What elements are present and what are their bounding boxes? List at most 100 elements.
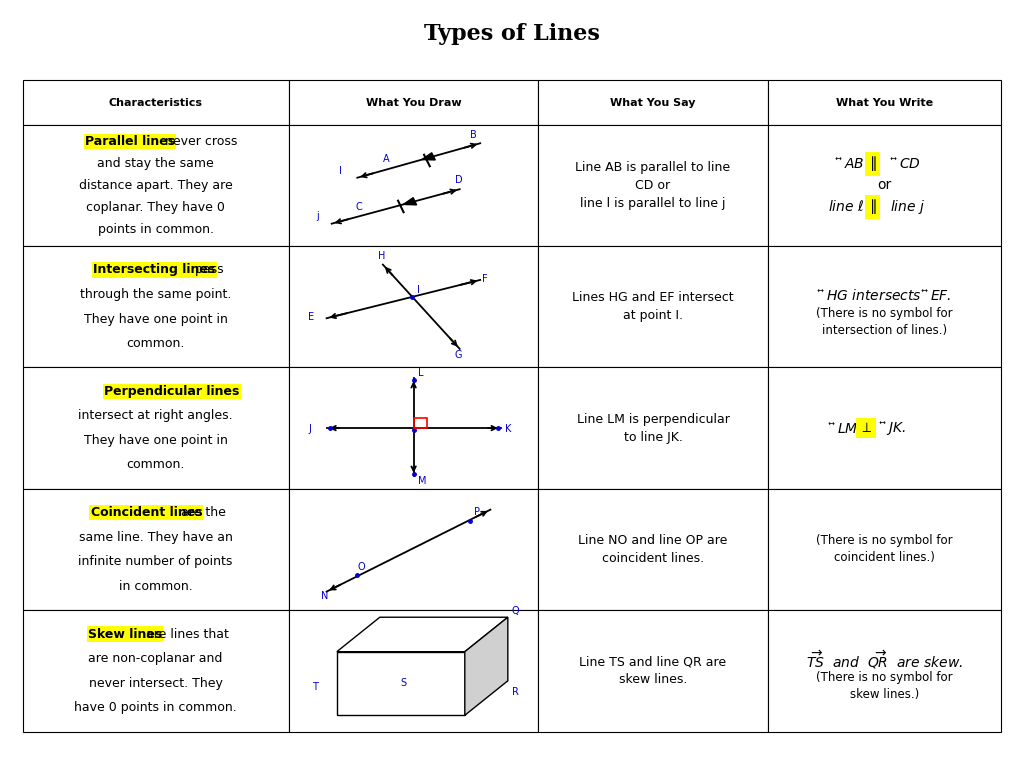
Bar [539,368,768,489]
Text: They have one point in: They have one point in [84,313,227,326]
Bar [289,125,539,246]
Text: are the: are the [177,506,226,519]
Polygon shape [465,617,508,715]
Text: S: S [400,679,407,689]
Text: common.: common. [127,458,185,471]
Bar [768,80,1001,125]
Text: Line NO and line OP are
coincident lines.: Line NO and line OP are coincident lines… [579,534,728,565]
Text: $\overleftrightarrow{HG}$ intersects $\overleftrightarrow{EF}$.: $\overleftrightarrow{HG}$ intersects $\o… [817,288,951,303]
Text: $\overrightarrow{TS}$  and  $\overrightarrow{QR}$  are skew.: $\overrightarrow{TS}$ and $\overrightarr… [806,648,964,671]
Text: What You Write: What You Write [836,97,933,107]
Text: Line AB is parallel to line
CD or
line l is parallel to line j: Line AB is parallel to line CD or line l… [575,161,730,210]
Text: They have one point in: They have one point in [84,434,227,447]
Text: P: P [474,507,480,517]
Text: distance apart. They are: distance apart. They are [79,179,232,192]
Text: j: j [316,211,319,221]
Text: A: A [383,154,389,164]
Text: common.: common. [127,337,185,350]
Bar [768,489,1001,611]
Text: I: I [339,166,342,176]
Text: coplanar. They have 0: coplanar. They have 0 [86,201,225,214]
Bar [414,418,427,428]
Text: What You Say: What You Say [610,97,695,107]
Polygon shape [337,617,508,652]
Text: $\overleftrightarrow{CD}$: $\overleftrightarrow{CD}$ [890,156,921,172]
Text: B: B [470,130,477,140]
Text: through the same point.: through the same point. [80,288,231,301]
Bar [539,80,768,125]
Text: and stay the same: and stay the same [97,157,214,170]
Bar [539,489,768,611]
Text: J: J [308,424,311,434]
Text: $\parallel$: $\parallel$ [867,155,878,173]
Text: $\overleftrightarrow{JK}$.: $\overleftrightarrow{JK}$. [880,419,906,437]
Bar [539,125,768,246]
Text: Intersecting lines: Intersecting lines [93,264,215,277]
Text: never cross: never cross [161,135,238,148]
Text: $\overleftrightarrow{LM}$: $\overleftrightarrow{LM}$ [828,421,859,436]
Polygon shape [337,652,465,715]
Text: Q: Q [512,606,519,616]
Text: N: N [322,591,329,601]
Text: M: M [418,476,426,486]
Text: O: O [357,562,365,572]
Text: Perpendicular lines: Perpendicular lines [104,385,240,398]
Text: G: G [455,349,462,359]
Bar [23,368,289,489]
Bar [23,80,289,125]
Text: Coincident lines: Coincident lines [90,506,202,519]
Text: K: K [505,424,511,434]
Text: Skew lines: Skew lines [88,627,162,640]
Bar [289,368,539,489]
Text: Lines HG and EF intersect
at point I.: Lines HG and EF intersect at point I. [572,291,734,322]
Text: Line LM is perpendicular
to line JK.: Line LM is perpendicular to line JK. [577,413,729,444]
Bar [539,246,768,368]
Text: I: I [418,285,420,295]
Bar [289,611,539,732]
Text: Types of Lines: Types of Lines [424,24,600,45]
Text: (There is no symbol for
skew lines.): (There is no symbol for skew lines.) [816,671,952,701]
Text: have 0 points in common.: have 0 points in common. [75,701,237,714]
Bar [23,611,289,732]
Text: (There is no symbol for
intersection of lines.): (There is no symbol for intersection of … [816,307,952,337]
Bar [289,80,539,125]
Text: are lines that: are lines that [142,627,229,640]
Bar [23,246,289,368]
Bar [768,611,1001,732]
Text: Line TS and line QR are
skew lines.: Line TS and line QR are skew lines. [580,656,727,686]
Bar [23,125,289,246]
Text: in common.: in common. [119,580,193,593]
Bar [768,125,1001,246]
Text: intersect at right angles.: intersect at right angles. [79,409,233,422]
Text: E: E [308,312,314,322]
Text: infinite number of points: infinite number of points [79,555,232,568]
Text: Parallel lines: Parallel lines [85,135,175,148]
Text: are non-coplanar and: are non-coplanar and [88,652,223,665]
Text: What You Draw: What You Draw [366,97,462,107]
Bar [768,246,1001,368]
Text: $\parallel$: $\parallel$ [867,198,878,216]
Text: never intersect. They: never intersect. They [89,676,222,689]
Text: $\overleftrightarrow{AB}$: $\overleftrightarrow{AB}$ [835,156,864,172]
Text: R: R [512,687,519,697]
Text: L: L [418,368,423,378]
Text: $\perp$: $\perp$ [859,421,872,435]
Text: line $j$: line $j$ [890,198,925,216]
Text: Characteristics: Characteristics [109,97,203,107]
Bar [768,368,1001,489]
Polygon shape [403,198,417,205]
Bar [289,246,539,368]
Text: F: F [482,273,487,283]
Text: points in common.: points in common. [97,223,214,236]
Text: same line. They have an: same line. They have an [79,531,232,544]
Text: pass: pass [190,264,223,277]
Text: D: D [455,175,462,185]
Text: H: H [378,250,385,260]
Bar [23,489,289,611]
Text: C: C [355,202,362,212]
Bar [289,489,539,611]
Text: (There is no symbol for
coincident lines.): (There is no symbol for coincident lines… [816,535,952,565]
Bar [539,611,768,732]
Polygon shape [422,152,435,160]
Text: T: T [312,683,318,692]
